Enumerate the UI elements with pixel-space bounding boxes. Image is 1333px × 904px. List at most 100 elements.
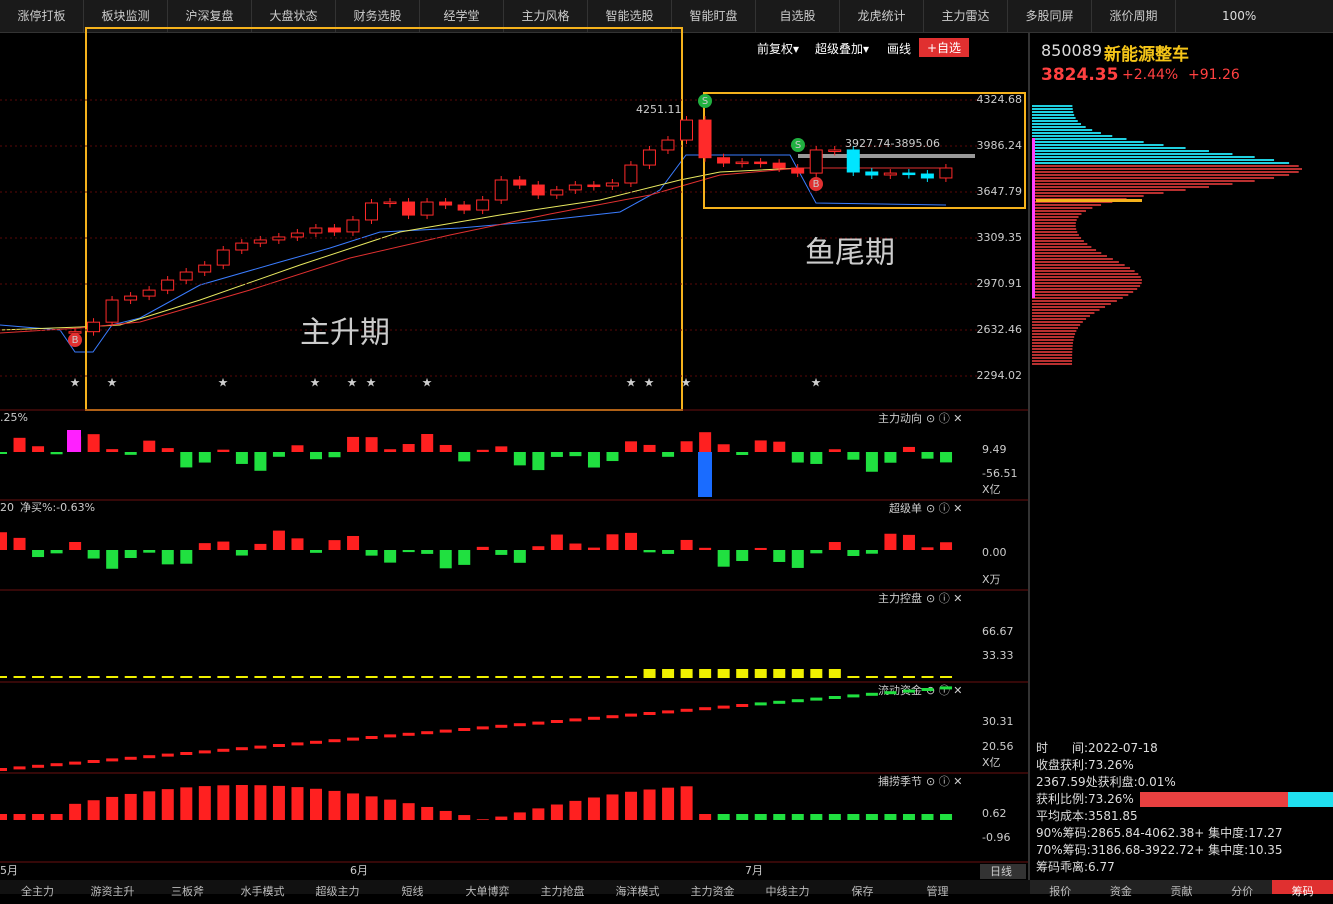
chip-line: 90%筹码:2865.84-4062.38+ 集中度:17.27 (1036, 826, 1283, 840)
top-tab[interactable]: 涨停打板 (0, 0, 84, 32)
phase-label: 主升期 (300, 316, 390, 351)
top-tab[interactable]: 沪深复盘 (168, 0, 252, 32)
bottom-tab[interactable]: 短线 (401, 885, 424, 898)
candle (679, 119, 693, 141)
overlay-button[interactable]: 超级叠加▾ (815, 42, 870, 56)
right-tab[interactable]: 贡献 (1170, 885, 1193, 898)
draw-button[interactable]: 画线 (887, 42, 912, 56)
bottom-tab[interactable]: 管理 (926, 885, 949, 898)
indicator-bar (347, 535, 360, 550)
bottom-tab[interactable]: 游资主升 (90, 885, 135, 898)
top-tab[interactable]: 大盘状态 (252, 0, 336, 32)
bottom-tab[interactable]: 主力资金 (690, 885, 735, 898)
bottom-tab[interactable]: 水手模式 (240, 885, 285, 898)
top-tab[interactable]: 主力雷达 (924, 0, 1008, 32)
indicator-bar (717, 550, 730, 567)
right-tab[interactable]: 资金 (1109, 885, 1132, 898)
indicator-bar (532, 721, 545, 725)
top-tab[interactable]: 自选股 (756, 0, 840, 32)
indicator-bar (773, 669, 786, 678)
bottom-tab[interactable]: 主力抢盘 (540, 885, 585, 898)
indicator-bar (550, 534, 563, 550)
indicator-bar (310, 676, 323, 678)
phase-label: 鱼尾期 (805, 236, 895, 271)
chip-bar (1032, 144, 1164, 146)
right-tab[interactable]: 报价 (1049, 885, 1072, 898)
top-tab[interactable]: 龙虎统计 (840, 0, 924, 32)
chip-bar (1032, 339, 1074, 341)
top-tab[interactable]: 主力风格 (504, 0, 588, 32)
indicator-bar (884, 452, 897, 463)
star: ★ (218, 376, 229, 390)
chip-bar (1032, 255, 1107, 257)
top-tab[interactable]: 多股同屏 (1008, 0, 1092, 32)
panel-icons: ⊙ ⓘ ✕ (926, 412, 962, 425)
top-tab[interactable]: 经学堂 (420, 0, 504, 32)
indicator-bar (198, 452, 211, 463)
panel-label: 66.67 (982, 625, 1014, 638)
candle (105, 299, 119, 323)
add-favorite[interactable]: +自选 (919, 38, 970, 57)
bottom-tab[interactable]: 三板斧 (171, 885, 204, 898)
indicator-bar (50, 550, 63, 554)
bottom-tab[interactable]: 大单博弈 (465, 885, 510, 898)
indicator-bar (587, 547, 600, 550)
chip-bar (1032, 345, 1073, 347)
candle (531, 184, 545, 196)
indicator-bar (254, 543, 267, 550)
avg-cost (1036, 199, 1142, 202)
indicator-bar (550, 720, 563, 723)
top-tab[interactable]: 涨价周期 (1092, 0, 1176, 32)
right-tabs: 报价 资金 贡献 分价 筹码 (1030, 880, 1333, 898)
panel-title: 捕捞季节 (878, 774, 922, 788)
candle (698, 119, 712, 159)
candle (272, 236, 286, 241)
indicator-bar (421, 550, 434, 554)
indicator-bar (13, 437, 26, 452)
signal-text: S (795, 140, 801, 151)
indicator-bar (884, 814, 897, 820)
right-tab[interactable]: 分价 (1231, 885, 1254, 898)
indicator-bar (810, 814, 823, 820)
adjust-button[interactable]: 前复权▾ (757, 42, 800, 56)
right-tab[interactable]: 筹码 (1272, 880, 1333, 898)
candle (457, 204, 471, 211)
indicator-bar (69, 803, 82, 820)
chip-bar (1032, 273, 1139, 275)
bottom-tab[interactable]: 超级主力 (315, 885, 360, 898)
indicator-bar (625, 441, 638, 452)
bottom-tab[interactable]: 海洋模式 (615, 885, 660, 898)
candle (476, 199, 490, 211)
peak-label: 4251.11 (636, 103, 682, 116)
indicator-bar (421, 731, 434, 735)
indicator-bar (902, 676, 915, 678)
signal-text: B (72, 335, 79, 346)
bottom-tab[interactable]: 中线主力 (765, 885, 810, 898)
indicator-bar (198, 750, 211, 754)
indicator-bar (291, 742, 304, 746)
top-tab[interactable]: 智能盯盘 (672, 0, 756, 32)
chip-bar (1032, 303, 1111, 305)
top-tab[interactable]: 板块监测 (84, 0, 168, 32)
indicator-bar (754, 547, 767, 550)
indicator-bar (847, 550, 860, 556)
indicator-bar (347, 676, 360, 678)
bottom-tab[interactable]: 保存 (851, 885, 874, 898)
indicator-bar (550, 452, 563, 457)
indicator-bar (198, 543, 211, 550)
chip-bar (1032, 351, 1073, 353)
indicator-bar (680, 539, 693, 550)
panel-label: X万 (982, 573, 1001, 586)
indicator-bar (161, 448, 174, 452)
indicator-bar (291, 538, 304, 550)
chip-bar (1032, 252, 1102, 254)
top-tab[interactable]: 智能选股 (588, 0, 672, 32)
chip-bar (1032, 348, 1073, 350)
candle (179, 271, 193, 281)
indicator-bar (458, 452, 471, 462)
candle (402, 201, 416, 216)
top-tab[interactable]: 财务选股 (336, 0, 420, 32)
chip-bar (1032, 336, 1075, 338)
bottom-tab[interactable]: 全主力 (21, 885, 54, 898)
star: ★ (347, 376, 358, 390)
